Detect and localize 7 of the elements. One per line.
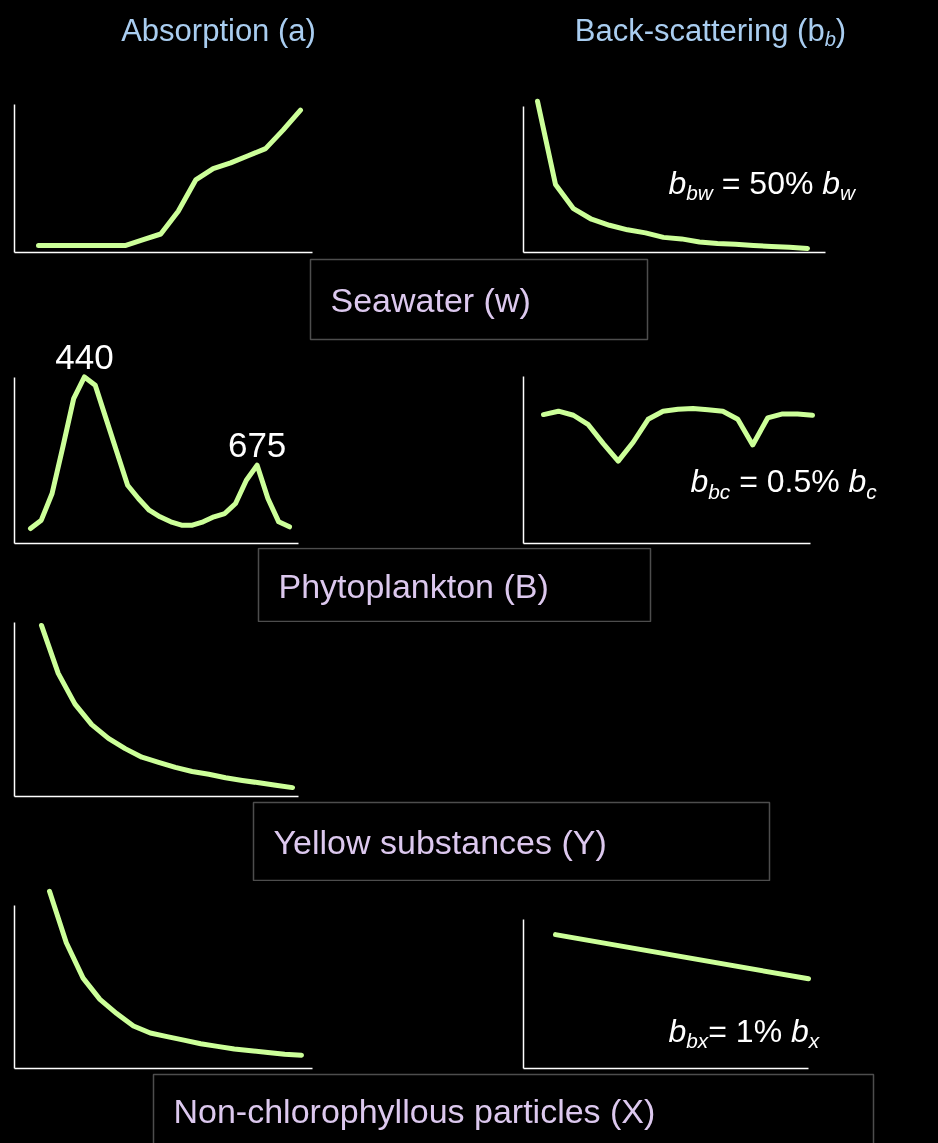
chart-title: Absorption (a) xyxy=(121,12,316,48)
annotation: 675 xyxy=(227,425,287,465)
x-axis-title: Non-chlorophyllous particles (X) xyxy=(173,1092,656,1130)
x-axis-title: Yellow substances (Y) xyxy=(273,823,607,861)
x-axis-title: Seawater (w) xyxy=(330,280,531,319)
x-axis-title: Phytoplankton (B) xyxy=(278,566,549,605)
text: 440 xyxy=(55,336,114,376)
